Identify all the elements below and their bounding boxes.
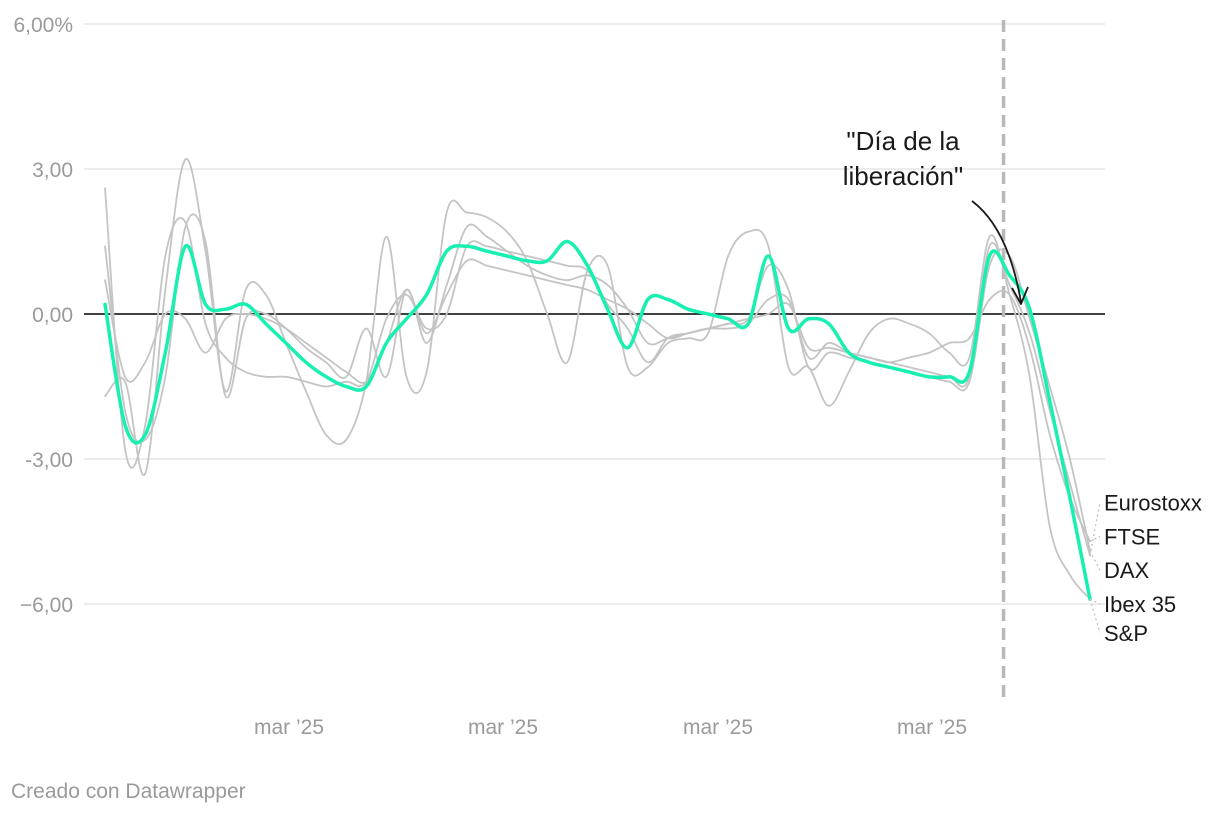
series-line-ftse [104,258,1091,543]
x-axis: mar ’25 mar ’25 mar ’25 mar ’25 [254,716,967,739]
annotation-arrow [971,200,1022,303]
series-label: Eurostoxx [1104,490,1202,515]
x-tick-label: mar ’25 [683,716,753,739]
y-tick-label: −6,00 [20,594,73,617]
series-label: Ibex 35 [1104,592,1176,617]
x-tick-label: mar ’25 [897,716,967,739]
x-tick-label: mar ’25 [254,716,324,739]
annotation-arrowhead [1011,286,1029,305]
series-label: S&P [1104,621,1148,646]
label-leader [1089,550,1101,571]
label-leader [1089,535,1101,542]
label-leader [1089,502,1101,556]
chart-credit: Creado con Datawrapper [11,780,246,803]
y-tick-label: 6,00% [13,14,73,37]
series-label: FTSE [1104,524,1160,549]
series-labels: Eurostoxx FTSE DAX Ibex 35 S&P [1089,490,1202,646]
y-axis: 6,00% 3,00 0,00 -3,00 −6,00 [13,14,73,617]
label-leader [1089,598,1101,605]
y-tick-label: 3,00 [32,159,73,182]
series-line-ibex-35 [103,239,1092,601]
annotation-text-line2: liberación" [843,161,964,191]
series-line-dax [104,187,1091,552]
series-line-eurostoxx [104,213,1091,557]
x-tick-label: mar ’25 [468,716,538,739]
label-leader [1089,598,1101,634]
grid-layer [84,23,1105,605]
annotation-text-line1: "Día de la [846,126,960,156]
series-layer [103,158,1092,601]
y-tick-label: -3,00 [25,449,73,472]
annotation: "Día de la liberación" [843,126,1029,305]
series-label: DAX [1104,558,1150,583]
y-tick-label: 0,00 [32,304,73,327]
series-line-s-p [104,158,1091,600]
